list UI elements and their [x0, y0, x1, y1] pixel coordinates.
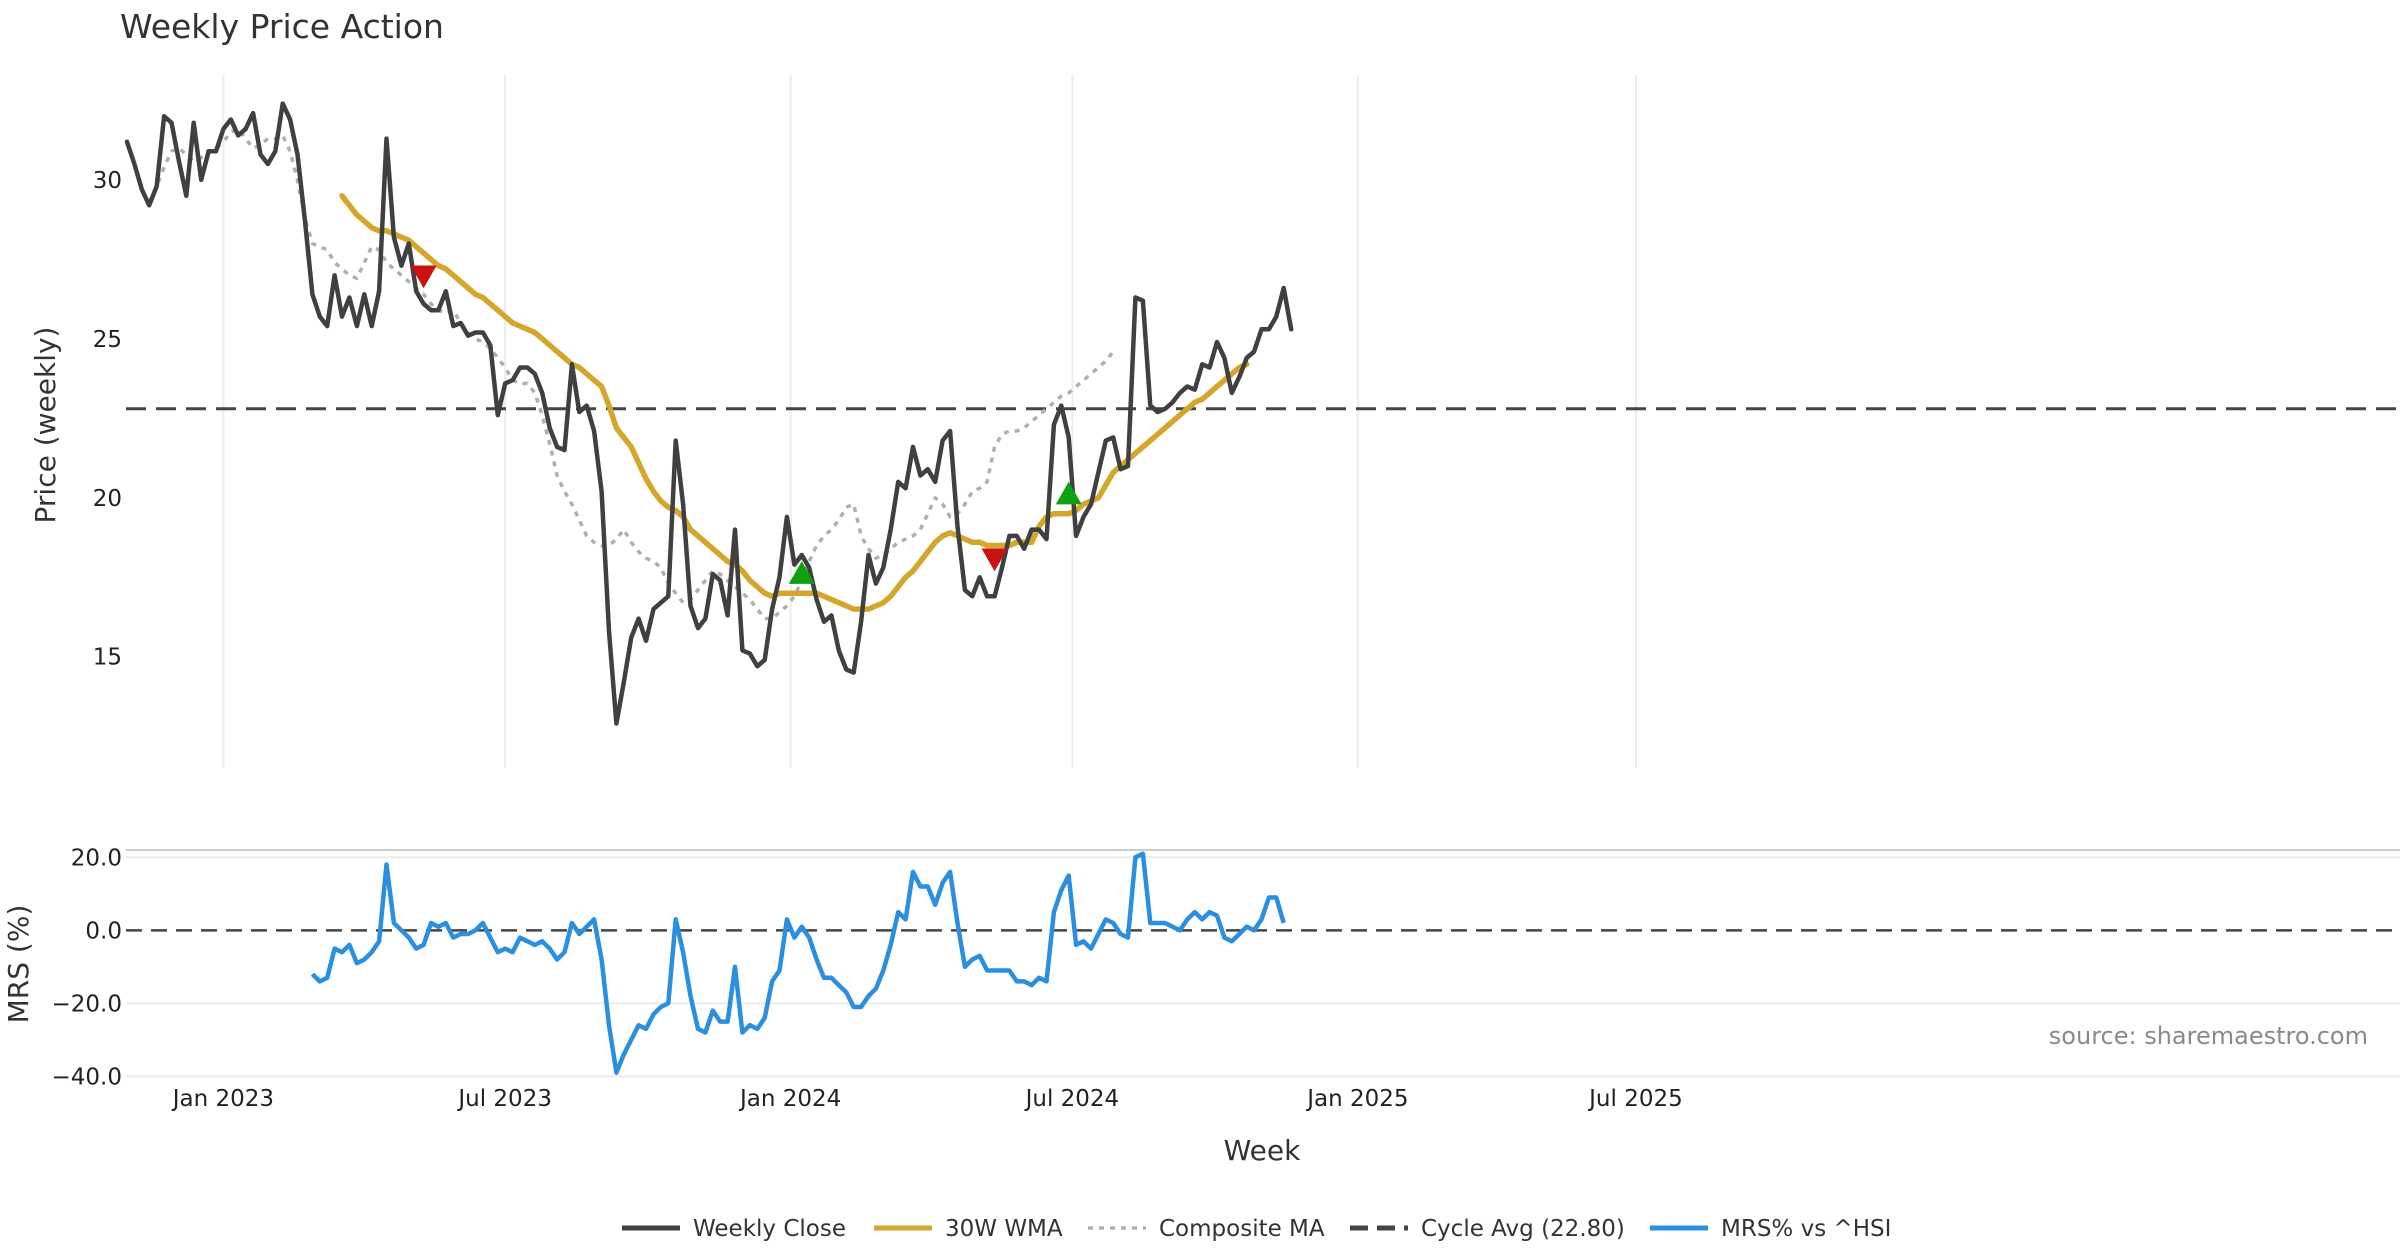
- x-tick-label: Jul 2024: [1024, 1086, 1120, 1112]
- mrs-y-tick-label: 20.0: [71, 845, 122, 871]
- price-y-tick-label: 20: [93, 486, 122, 512]
- x-tick-label: Jan 2023: [171, 1086, 274, 1112]
- buy-signal-marker: [788, 561, 815, 584]
- series-mrs-vs-hsi: [310, 851, 1286, 1075]
- price-series-group: [124, 101, 1294, 726]
- sell-signal-marker: [410, 265, 437, 289]
- series-weekly-close: [124, 101, 1294, 726]
- legend-item: 30W WMA: [874, 1216, 1063, 1242]
- price-grid: [222, 75, 1637, 768]
- legend-item: MRS% vs ^HSI: [1650, 1216, 1891, 1242]
- legend-label: MRS% vs ^HSI: [1721, 1216, 1891, 1242]
- mrs-y-tick-label: 0.0: [85, 918, 122, 944]
- price-y-tick-label: 30: [93, 168, 122, 194]
- mrs-y-tick-label: −40.0: [52, 1064, 122, 1090]
- signal-markers: [410, 265, 1082, 584]
- price-y-ticks: 15 20 25 30: [93, 168, 122, 671]
- x-tick-label: Jul 2023: [456, 1086, 552, 1112]
- legend-item: Cycle Avg (22.80): [1350, 1216, 1625, 1242]
- x-axis-label: Week: [1224, 1134, 1301, 1167]
- sell-signal-marker: [981, 548, 1008, 572]
- price-panel: 15 20 25 30 Price (weekly): [29, 75, 2400, 768]
- legend-label: 30W WMA: [945, 1216, 1063, 1242]
- legend-label: Weekly Close: [693, 1216, 846, 1242]
- series-30w-wma: [339, 193, 1250, 612]
- x-tick-label: Jan 2024: [738, 1086, 841, 1112]
- mrs-series-group: [310, 851, 1286, 1075]
- x-axis-ticks: Jan 2023 Jul 2023 Jan 2024 Jul 2024 Jan 2025…: [171, 1086, 1683, 1112]
- source-label: source: sharemaestro.com: [2049, 1022, 2368, 1050]
- legend-item: Weekly Close: [622, 1216, 846, 1242]
- price-y-tick-label: 15: [93, 645, 122, 671]
- buy-signal-marker: [1055, 481, 1082, 505]
- legend-item: Composite MA: [1088, 1216, 1325, 1242]
- series-composite-ma: [147, 127, 1115, 621]
- legend-label: Cycle Avg (22.80): [1421, 1216, 1625, 1242]
- legend: Weekly Close 30W WMA Composite MA Cycle Avg…: [622, 1216, 1891, 1242]
- x-tick-label: Jul 2025: [1587, 1086, 1683, 1112]
- chart-title: Weekly Price Action: [120, 7, 444, 46]
- x-tick-label: Jan 2025: [1305, 1086, 1408, 1112]
- legend-label: Composite MA: [1159, 1216, 1325, 1242]
- mrs-grid: [126, 856, 2400, 1078]
- mrs-y-ticks: 20.0 0.0 −20.0 −40.0: [52, 845, 122, 1090]
- price-y-axis-label: Price (weekly): [29, 327, 62, 524]
- mrs-panel: 20.0 0.0 −20.0 −40.0 MRS (%) source: sharem…: [2, 845, 2400, 1090]
- mrs-y-axis-label: MRS (%): [2, 905, 35, 1024]
- price-y-tick-label: 25: [93, 327, 122, 353]
- mrs-y-tick-label: −20.0: [52, 991, 122, 1017]
